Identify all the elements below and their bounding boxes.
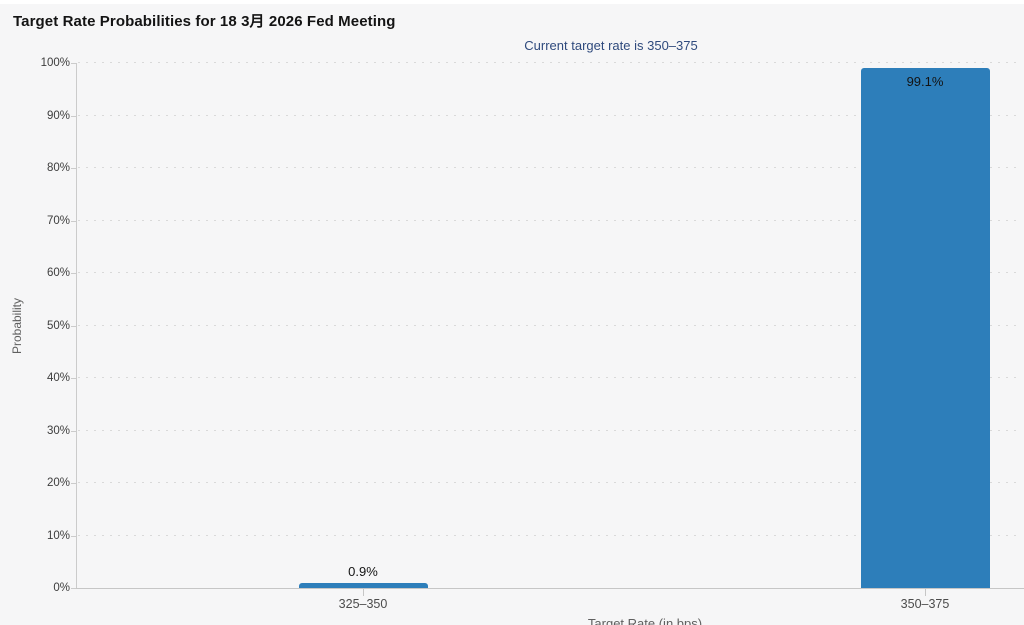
y-tick-label-20%: 20%: [46, 477, 70, 489]
y-tick-label-30%: 30%: [46, 424, 70, 437]
y-tick-mark-60%: [71, 273, 76, 274]
x-tick-label-350–375: 350–375: [900, 597, 950, 611]
y-tick-label-10%: 10%: [46, 529, 70, 542]
bar-value-label-350–375: 99.1%: [906, 74, 944, 89]
y-tick-mark-20%: [71, 483, 76, 484]
y-tick-mark-10%: [71, 535, 76, 537]
y-tick-label-40%: 40%: [46, 372, 70, 384]
gridline-100%: [78, 62, 1020, 63]
y-tick-mark-30%: [71, 430, 76, 432]
y-tick-label-50%: 50%: [46, 319, 70, 332]
y-tick-mark-100%: [71, 63, 76, 64]
gridline-70%: [78, 219, 1020, 221]
y-tick-mark-80%: [71, 168, 76, 169]
bar-325–350: [298, 583, 428, 588]
x-tick-mark-325–350: [363, 589, 364, 596]
x-tick-label-325–350: 325–350: [338, 597, 388, 611]
y-tick-label-60%: 60%: [46, 267, 70, 279]
gridline-50%: [78, 324, 1020, 326]
chart-background: [0, 4, 1024, 625]
x-tick-mark-350–375: [925, 589, 926, 596]
y-tick-mark-0%: [71, 588, 76, 589]
chart-subtitle: Current target rate is 350–375: [524, 38, 698, 53]
gridline-30%: [78, 429, 1020, 431]
y-tick-label-90%: 90%: [46, 109, 70, 122]
y-axis-line: [76, 63, 77, 588]
y-tick-mark-50%: [71, 325, 76, 327]
y-tick-mark-40%: [71, 378, 76, 379]
x-axis-line: [76, 588, 1024, 589]
gridline-40%: [78, 377, 1020, 378]
y-tick-label-100%: 100%: [40, 57, 70, 69]
y-tick-label-70%: 70%: [46, 214, 70, 227]
y-tick-label-80%: 80%: [46, 162, 70, 174]
chart-title: Target Rate Probabilities for 18 3月 2026…: [13, 13, 396, 30]
gridline-90%: [78, 114, 1020, 116]
gridline-20%: [78, 482, 1020, 483]
bar-value-label-325–350: 0.9%: [348, 564, 378, 579]
x-axis-title: Target Rate (in bps): [587, 616, 703, 625]
bar-350–375: [860, 68, 990, 588]
gridline-60%: [78, 272, 1020, 273]
y-tick-mark-70%: [71, 220, 76, 222]
y-tick-label-0%: 0%: [53, 582, 70, 594]
gridline-80%: [78, 167, 1020, 168]
y-tick-mark-90%: [71, 115, 76, 117]
gridline-10%: [78, 534, 1020, 536]
